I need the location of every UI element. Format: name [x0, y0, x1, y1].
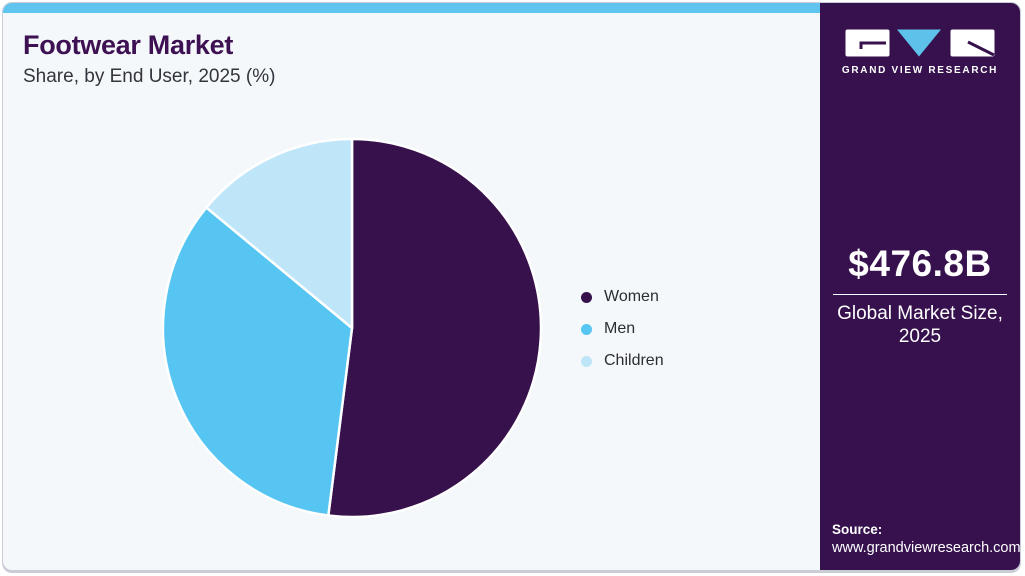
legend-marker-children-icon [581, 355, 592, 367]
brand-name: GRAND VIEW RESEARCH [841, 65, 999, 76]
pie-chart-container [160, 136, 544, 520]
pie-chart [161, 137, 543, 519]
market-size-value: $476.8B [848, 243, 992, 284]
market-size-label: Global Market Size, 2025 [820, 303, 1020, 349]
source-block: Source: www.grandviewresearch.com [832, 522, 1021, 556]
market-size-label-line1: Global Market Size, [837, 303, 1003, 324]
legend-label: Men [604, 320, 636, 337]
page-subtitle: Share, by End User, 2025 (%) [23, 66, 276, 87]
legend-label: Children [604, 352, 664, 369]
legend-item-women: Women [581, 281, 664, 313]
legend-marker-women-icon [581, 291, 592, 303]
market-size-label-line2: 2025 [898, 325, 942, 347]
gvr-logo-icon [845, 29, 995, 57]
legend-label: Women [604, 288, 659, 305]
pie-slice-children [205, 137, 354, 330]
legend-marker-men-icon [581, 323, 592, 335]
top-accent-bar [3, 3, 822, 13]
legend-item-children: Children [581, 345, 664, 377]
chart-legend: Women Men Children [581, 281, 664, 377]
source-label: Source: [832, 522, 883, 537]
market-size-divider [833, 294, 1007, 295]
pie-slice-women [327, 137, 543, 519]
chart-header: Footwear Market Share, by End User, 2025… [23, 30, 275, 88]
legend-item-men: Men [581, 313, 664, 345]
page-title: Footwear Market [23, 30, 234, 60]
source-url-link[interactable]: www.grandviewresearch.com [832, 540, 1021, 556]
market-size-block: $476.8B Global Market Size, 2025 [820, 243, 1020, 349]
brand-logo: GRAND VIEW RESEARCH [820, 29, 1020, 76]
brand-sidebar: GRAND VIEW RESEARCH $476.8B Global Marke… [820, 3, 1020, 570]
pie-slice-men [161, 206, 354, 517]
